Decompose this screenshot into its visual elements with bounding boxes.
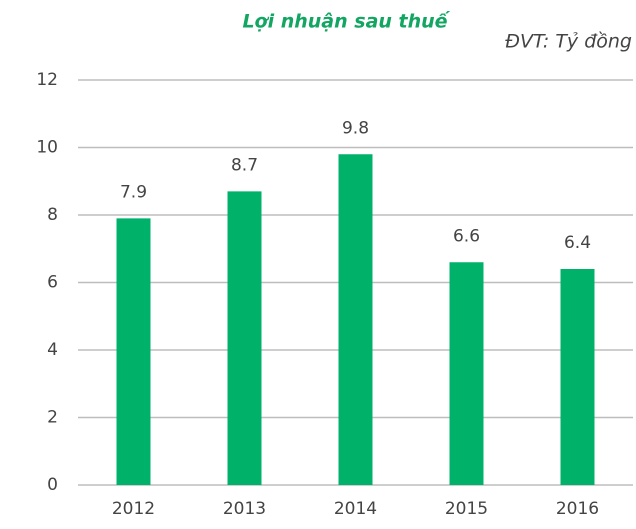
value-label: 6.4 [564,233,591,253]
x-tick-label: 2014 [334,499,377,519]
value-label: 7.9 [120,182,147,202]
y-tick-label: 2 [47,408,58,428]
x-tick-label: 2015 [445,499,488,519]
y-tick-label: 4 [47,340,58,360]
x-tick-label: 2013 [223,499,266,519]
y-tick-label: 8 [47,205,58,225]
x-tick-label: 2012 [112,499,155,519]
unit-label: ĐVT: Tỷ đồng [505,31,632,53]
bar [227,191,262,485]
bar [338,154,373,485]
y-tick-label: 10 [36,138,58,158]
bar [560,269,595,485]
bar [116,218,151,485]
value-label: 8.7 [231,155,258,175]
value-label: 6.6 [453,226,480,246]
value-label: 9.8 [342,118,369,138]
chart-title: Lợi nhuận sau thuế [242,10,450,33]
y-tick-label: 12 [36,70,58,90]
y-tick-label: 6 [47,273,58,293]
bar [449,262,484,485]
x-tick-label: 2016 [556,499,599,519]
y-tick-label: 0 [47,475,58,495]
